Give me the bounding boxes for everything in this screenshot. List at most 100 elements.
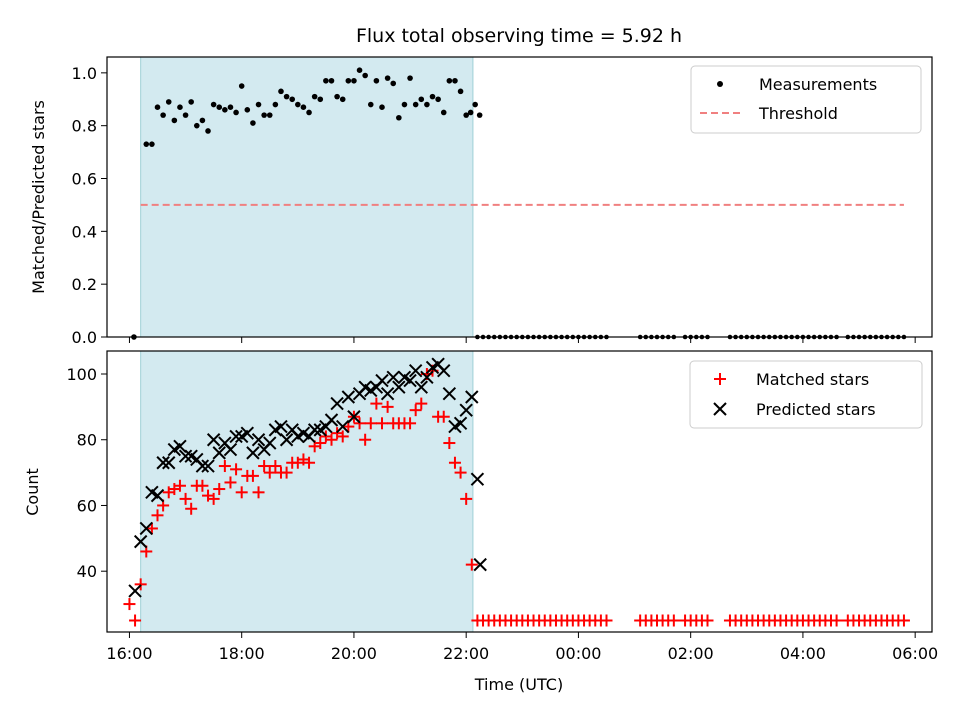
matched-star-point [336,430,349,443]
measurement-point [300,104,307,110]
measurement-point [467,109,474,116]
predicted-star-point [139,521,153,536]
measurement-point [154,104,161,110]
matched-star-point [415,397,428,410]
predicted-star-point [375,373,389,388]
measurement-point [233,109,239,116]
measurement-point [396,114,402,121]
measurement-point [407,75,413,81]
predicted-star-point [386,370,400,384]
measurement-point [272,101,279,108]
matched-star-point [376,417,388,430]
matched-star-point [230,463,243,476]
matched-star-point [235,486,248,499]
predicted-star-point [307,423,322,437]
measurement-point [278,88,284,95]
legend-measurements-label: Measurements [759,75,877,94]
measurement-point [306,109,312,116]
legend-matched-marker [714,373,726,385]
bottom-axes-frame [106,350,933,633]
matched-star-point [196,479,209,492]
matched-tail-point [600,614,613,627]
predicted-star-point [206,433,221,447]
predicted-star-point [162,456,176,470]
predicted-star-point [195,459,210,473]
predicted-star-point [392,380,406,394]
predicted-star-point [330,396,344,411]
matched-star-point [303,456,316,469]
matched-star-point [129,614,142,627]
matched-star-point [404,417,417,430]
x-tick-label: 04:00 [780,644,826,663]
measurement-point [345,77,352,84]
measurement-point [165,99,172,105]
predicted-star-point [223,442,238,457]
top-y-tick-label: 0.4 [72,222,97,241]
predicted-star-point [251,433,266,447]
matched-star-point [280,466,293,479]
predicted-star-point [246,446,260,460]
bottom-y-ticks: 40 60 80 100 [66,365,107,581]
predicted-star-point [263,436,277,450]
measurement-point [283,93,290,100]
matched-star-point [359,433,372,446]
x-tick-label: 16:00 [106,644,152,663]
matched-tail-point [701,614,714,627]
chart-title: Flux total observing time = 5.92 h [356,25,682,47]
top-y-tick-label: 0.6 [72,170,97,189]
measurement-point [373,77,380,84]
predicted-star-point [347,410,361,424]
measurement-point [379,104,385,110]
matched-star-point [443,437,456,450]
top-panel: 0.0 0.2 0.4 0.6 0.8 1.0 Matched/Predicted sta… [29,56,933,347]
matched-star-point [218,460,231,473]
bottom-shaded-span [140,350,474,633]
matched-star-point [179,492,192,505]
bottom-y-tick-label: 40 [77,562,97,581]
measurement-point [339,96,346,103]
predicted-star-point [341,390,356,404]
measurement-point [401,101,408,108]
measurement-point [323,77,329,84]
matched-star-point [364,417,377,430]
matched-star-point [460,492,473,505]
bottom-y-tick-label: 60 [77,496,97,515]
x-tick-label: 22:00 [443,644,489,663]
measurement-point [295,101,301,108]
measurement-point [238,83,245,89]
top-y-tick-label: 0.0 [72,328,97,347]
measurement-point [266,112,273,118]
bottom-legend-box [689,360,923,429]
measurement-point [222,107,228,113]
predicted-star-point [380,387,395,401]
bottom-legend: Matched stars Predicted stars [689,360,923,429]
bottom-panel: 40 60 80 100 16:00 18:00 20:00 22:00 00:00 02:00… [23,350,938,694]
predicted-star-point [324,413,339,427]
measurement-point [384,75,391,81]
legend-predicted-marker [713,402,727,416]
predicted-star-point [178,449,193,463]
bottom-y-axis-label: Count [23,468,42,516]
measurement-point [227,104,234,110]
matched-star-point [454,466,467,479]
measurement-point [188,99,194,105]
measurement-point [418,96,425,103]
predicted-star-point [459,403,473,417]
predicted-star-point [133,534,148,549]
predicted-star-point [212,446,226,460]
matched-star-point [448,456,461,469]
matched-star-point [437,410,450,423]
measurement-point [143,141,150,147]
x-tick-label: 02:00 [668,644,714,663]
matched-star-point [134,578,147,591]
measurement-point [311,93,318,100]
matched-star-point [252,486,265,499]
measurement-point [446,77,453,84]
predicted-star-point [274,419,288,434]
x-tick-label: 00:00 [555,644,601,663]
measurement-point [177,104,183,110]
measurement-point [476,112,483,118]
matched-tail-point [667,614,680,627]
bottom-y-tick-label: 80 [77,431,97,450]
predicted-star-point [473,557,487,572]
